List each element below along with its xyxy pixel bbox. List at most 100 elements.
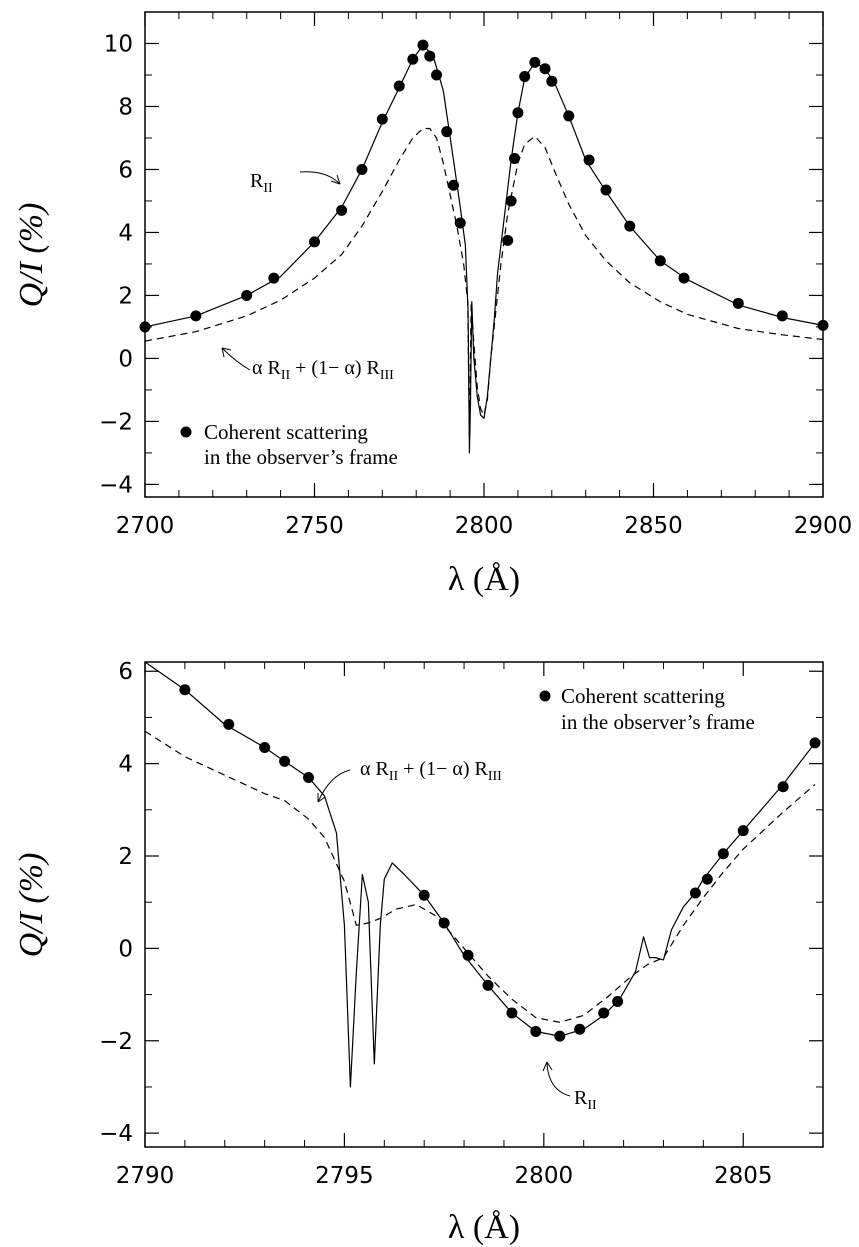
annotation-mix: α RII + (1− α) RIII (221, 347, 394, 383)
data-point (454, 217, 466, 229)
x-axis-title: λ (Å) (448, 561, 520, 598)
data-point (179, 684, 191, 696)
legend-label-line2: in the observer’s frame (204, 445, 398, 469)
data-point (654, 255, 666, 267)
data-point (356, 163, 368, 175)
x-tick-label: 2800 (515, 1163, 574, 1189)
data-point (502, 234, 514, 246)
x-tick-label: 2805 (714, 1163, 773, 1189)
annotation-r2: RII (250, 170, 341, 196)
legend-label-line1: Coherent scattering (204, 420, 368, 444)
annotation-mix-label: α RII + (1− α) RIII (360, 758, 502, 784)
data-point (139, 321, 151, 333)
data-point (462, 949, 474, 961)
annotation-arrow (299, 171, 341, 185)
x-tick-label: 2795 (315, 1163, 374, 1189)
data-point (418, 889, 430, 901)
data-point (505, 195, 517, 207)
y-tick-label: 6 (118, 659, 133, 685)
data-point (776, 310, 788, 322)
data-point (598, 1007, 610, 1019)
dashed-series-line (144, 127, 824, 438)
data-point (431, 69, 443, 81)
dashed-series-line (144, 730, 816, 1023)
y-tick-label: 6 (118, 157, 133, 183)
solid-series-line (144, 44, 824, 454)
panel-bottom: 2790 2795 2800 2805 −4 −2 0 2 4 6 Q/I (%) λ (Å) α… (13, 659, 824, 1246)
data-point (447, 179, 459, 191)
annotation-mix: α RII + (1− α) RIII (317, 758, 502, 803)
plot-frame (144, 661, 824, 1148)
data-point (624, 220, 636, 232)
y-tick-label: 8 (118, 94, 133, 120)
y-tick-label: 0 (118, 936, 133, 962)
data-point (393, 80, 405, 92)
data-point (717, 848, 729, 860)
y-axis-title: Q/I (%) (13, 203, 50, 308)
data-point (583, 154, 595, 166)
data-point (336, 204, 348, 216)
data-point (809, 737, 821, 749)
tick-group: 2790 2795 2800 2805 −4 −2 0 2 4 6 (99, 659, 823, 1189)
annotation-arrow (317, 769, 351, 803)
data-point (732, 297, 744, 309)
data-point (303, 771, 315, 783)
annotation-r2-label: RII (250, 170, 273, 196)
data-point (417, 39, 429, 51)
data-point (689, 887, 701, 899)
x-tick-label: 2800 (455, 513, 514, 539)
data-point (612, 996, 624, 1007)
series-group (144, 44, 824, 454)
legend-marker (539, 690, 551, 702)
points-group (139, 39, 829, 333)
y-tick-label: 10 (104, 31, 133, 57)
x-tick-label: 2850 (624, 513, 683, 539)
data-point (506, 1007, 518, 1019)
data-point (519, 71, 531, 83)
x-tick-label: 2750 (285, 513, 344, 539)
x-axis-title: λ (Å) (448, 1209, 520, 1246)
annotation-arrow (221, 347, 251, 371)
data-point (530, 1026, 542, 1038)
annotation-mix-label: α RII + (1− α) RIII (252, 357, 394, 383)
data-point (546, 75, 558, 87)
data-point (259, 741, 271, 753)
data-point (777, 781, 789, 793)
legend-label-line2: in the observer’s frame (561, 710, 755, 734)
y-tick-label: 4 (118, 752, 133, 778)
y-tick-label: 0 (118, 346, 133, 372)
arrow-head (330, 174, 341, 185)
data-point (309, 236, 320, 248)
arrow-head (317, 793, 326, 803)
data-point (279, 755, 291, 767)
data-point (424, 50, 436, 62)
data-point (407, 53, 419, 65)
data-point (817, 319, 829, 331)
annotation-r2: RII (542, 1061, 597, 1113)
data-point (737, 825, 749, 837)
data-point (482, 979, 494, 991)
legend-bottom: Coherent scattering in the observer’s fr… (539, 684, 755, 734)
y-tick-label: −2 (99, 409, 133, 435)
data-point (512, 107, 524, 119)
annotation-arrow (546, 1061, 571, 1097)
y-axis-title: Q/I (%) (13, 853, 50, 958)
data-point (441, 126, 453, 138)
y-tick-label: −4 (99, 1121, 133, 1147)
data-point (554, 1030, 566, 1042)
data-point (376, 113, 388, 125)
data-point (529, 56, 541, 68)
y-tick-label: 2 (118, 844, 133, 870)
data-point (563, 110, 575, 122)
x-tick-label: 2700 (116, 513, 175, 539)
arrow-head (221, 347, 232, 358)
y-tick-label: −4 (99, 472, 133, 498)
x-tick-label: 2900 (794, 513, 853, 539)
annotation-r2-label: RII (574, 1087, 597, 1113)
tick-group: 2700 2750 2800 2850 2900 −4 −2 0 2 4 6 8 10 (99, 11, 853, 539)
data-point (539, 63, 551, 75)
data-point (574, 1023, 586, 1035)
data-point (701, 873, 713, 885)
